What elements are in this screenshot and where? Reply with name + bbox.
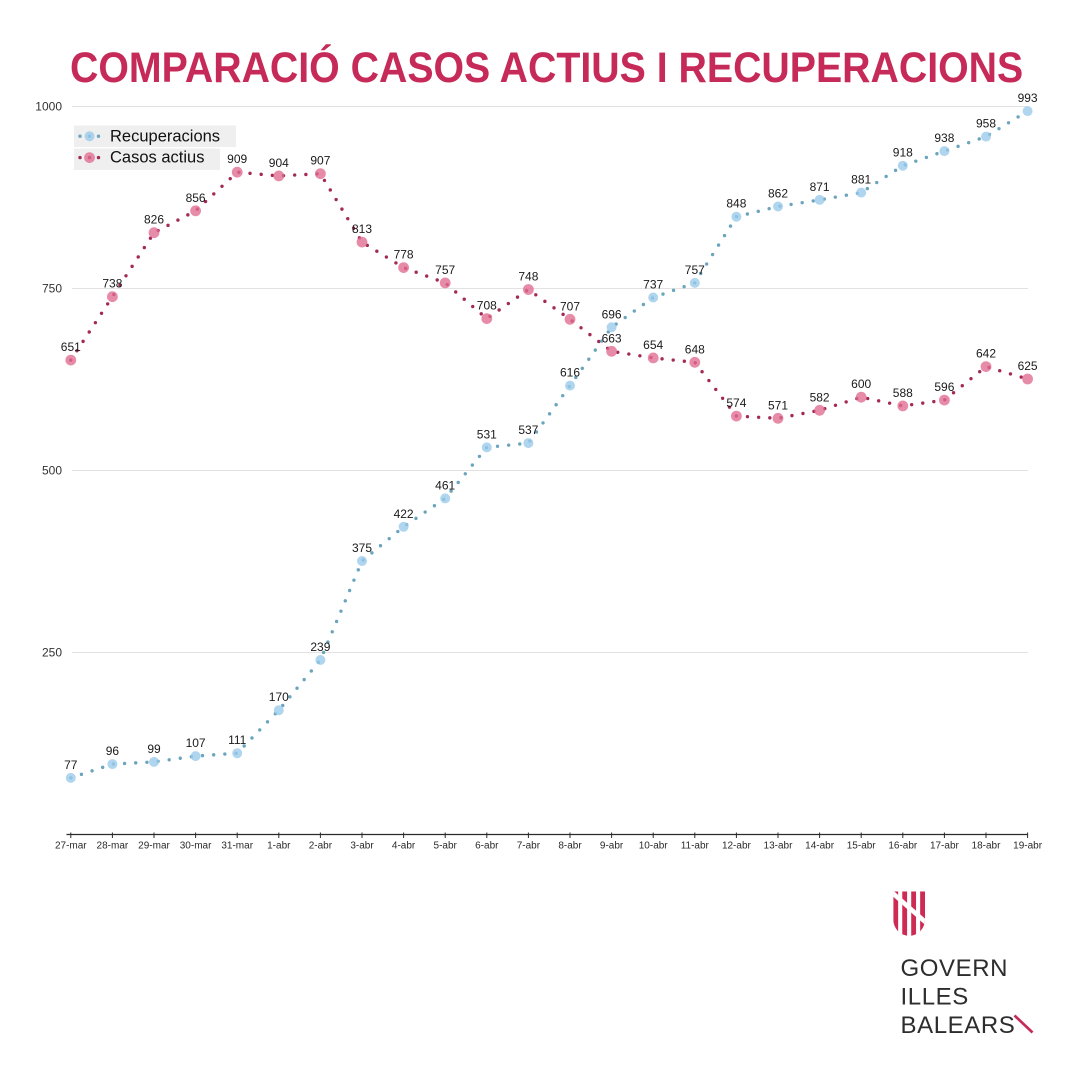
svg-text:Casos actius: Casos actius [110, 149, 204, 167]
svg-text:531: 531 [477, 427, 497, 441]
svg-text:648: 648 [685, 342, 705, 356]
svg-text:31-mar: 31-mar [221, 841, 253, 852]
svg-text:862: 862 [768, 187, 788, 201]
svg-text:848: 848 [726, 197, 746, 211]
svg-text:571: 571 [768, 398, 788, 412]
svg-text:30-mar: 30-mar [180, 841, 212, 852]
svg-text:375: 375 [352, 541, 372, 555]
svg-text:654: 654 [643, 338, 663, 352]
svg-text:907: 907 [310, 154, 330, 168]
svg-text:107: 107 [186, 736, 206, 750]
svg-text:582: 582 [810, 390, 830, 404]
svg-text:500: 500 [42, 464, 62, 478]
svg-text:16-abr: 16-abr [888, 841, 918, 852]
svg-text:422: 422 [394, 507, 414, 521]
svg-text:27-mar: 27-mar [55, 841, 87, 852]
svg-text:600: 600 [851, 377, 871, 391]
svg-text:239: 239 [310, 640, 330, 654]
svg-text:663: 663 [602, 331, 622, 345]
svg-text:909: 909 [227, 152, 247, 166]
svg-text:1-abr: 1-abr [267, 841, 291, 852]
svg-text:2-abr: 2-abr [309, 841, 333, 852]
svg-text:10-abr: 10-abr [639, 841, 669, 852]
svg-text:651: 651 [61, 340, 81, 354]
svg-text:15-abr: 15-abr [847, 841, 877, 852]
svg-text:588: 588 [893, 386, 913, 400]
svg-text:737: 737 [643, 278, 663, 292]
svg-text:958: 958 [976, 117, 996, 131]
svg-text:904: 904 [269, 156, 289, 170]
svg-text:748: 748 [518, 270, 538, 284]
svg-text:ILLES: ILLES [901, 984, 969, 1011]
svg-text:596: 596 [934, 380, 954, 394]
svg-text:3-abr: 3-abr [350, 841, 374, 852]
svg-text:250: 250 [42, 646, 62, 660]
svg-text:708: 708 [477, 299, 497, 313]
svg-text:6-abr: 6-abr [475, 841, 499, 852]
svg-text:625: 625 [1018, 359, 1038, 373]
svg-text:BALEARS: BALEARS [901, 1012, 1016, 1039]
svg-text:9-abr: 9-abr [600, 841, 624, 852]
svg-text:778: 778 [394, 248, 414, 262]
svg-text:5-abr: 5-abr [434, 841, 458, 852]
svg-text:881: 881 [851, 173, 871, 187]
svg-text:1000: 1000 [35, 100, 62, 114]
svg-text:170: 170 [269, 690, 289, 704]
svg-text:461: 461 [435, 478, 455, 492]
svg-text:993: 993 [1018, 91, 1038, 105]
svg-text:77: 77 [64, 758, 78, 772]
svg-text:537: 537 [518, 423, 538, 437]
svg-text:757: 757 [685, 263, 705, 277]
svg-text:750: 750 [42, 282, 62, 296]
svg-text:8-abr: 8-abr [558, 841, 582, 852]
svg-text:17-abr: 17-abr [930, 841, 960, 852]
svg-text:GOVERN: GOVERN [901, 955, 1009, 982]
svg-text:28-mar: 28-mar [97, 841, 129, 852]
svg-text:14-abr: 14-abr [805, 841, 835, 852]
svg-text:871: 871 [810, 180, 830, 194]
svg-text:616: 616 [560, 366, 580, 380]
svg-text:11-abr: 11-abr [681, 841, 710, 852]
svg-text:111: 111 [228, 733, 247, 747]
svg-text:13-abr: 13-abr [764, 841, 794, 852]
svg-text:96: 96 [106, 744, 120, 758]
svg-text:19-abr: 19-abr [1013, 841, 1043, 852]
svg-text:18-abr: 18-abr [972, 841, 1002, 852]
svg-text:4-abr: 4-abr [392, 841, 416, 852]
svg-text:12-abr: 12-abr [722, 841, 752, 852]
svg-text:696: 696 [602, 307, 622, 321]
svg-text:738: 738 [102, 277, 122, 291]
svg-text:757: 757 [435, 263, 455, 277]
svg-text:99: 99 [147, 742, 161, 756]
svg-text:29-mar: 29-mar [138, 841, 170, 852]
svg-text:918: 918 [893, 146, 913, 160]
svg-text:574: 574 [726, 396, 746, 410]
svg-text:642: 642 [976, 347, 996, 361]
svg-text:856: 856 [186, 191, 206, 205]
svg-text:938: 938 [934, 131, 954, 145]
svg-text:7-abr: 7-abr [517, 841, 541, 852]
svg-text:813: 813 [352, 222, 372, 236]
svg-text:Recuperacions: Recuperacions [110, 128, 220, 146]
svg-text:826: 826 [144, 213, 164, 227]
svg-text:707: 707 [560, 299, 580, 313]
